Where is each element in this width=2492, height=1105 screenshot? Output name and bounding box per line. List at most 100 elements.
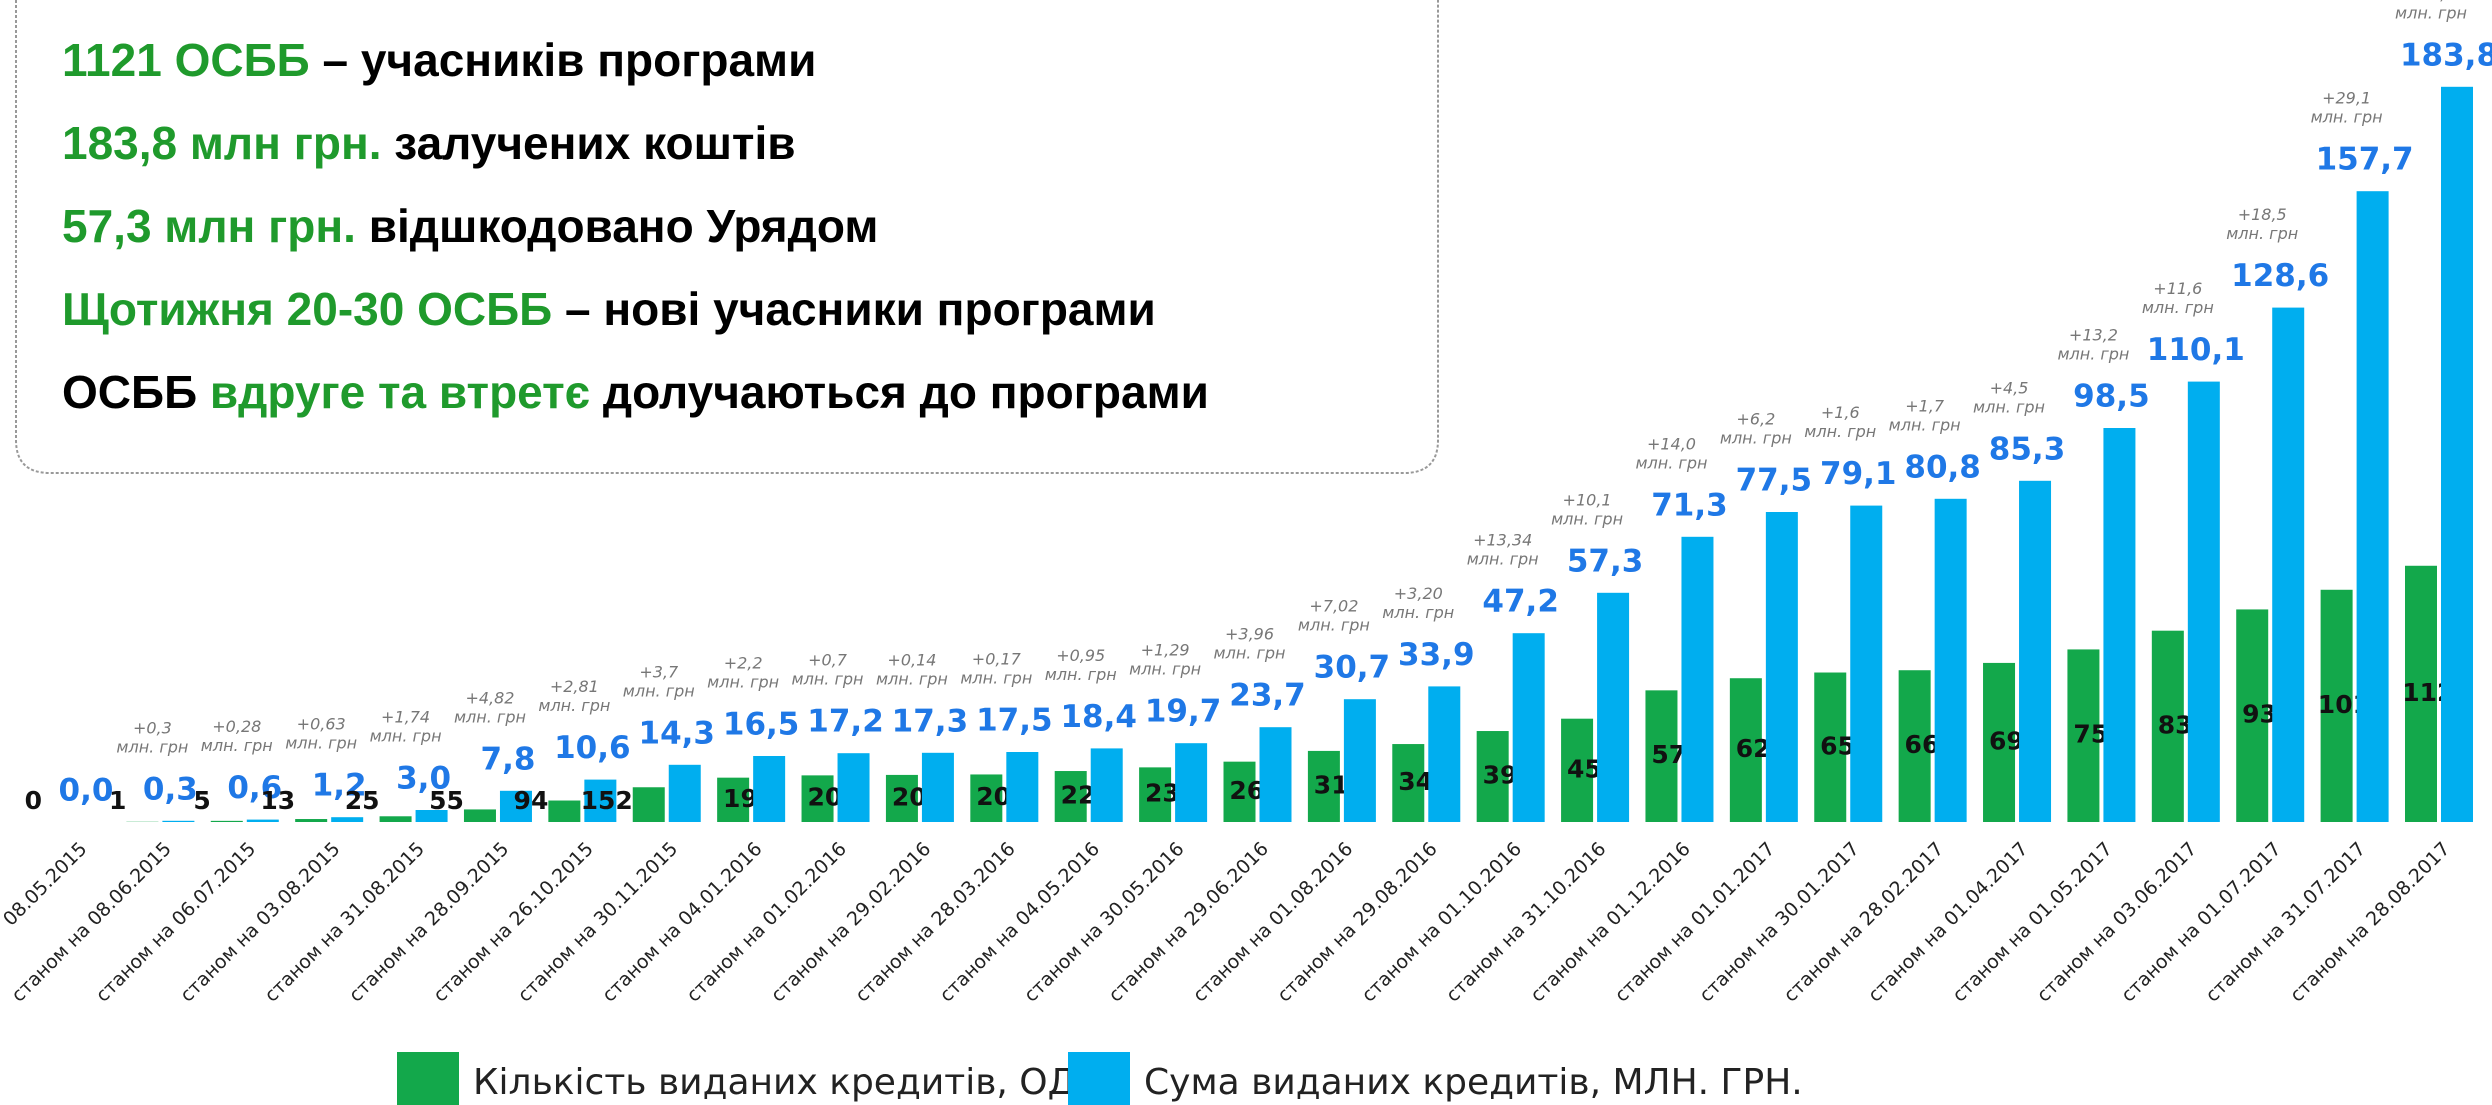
sum-label: 23,7 [1229,678,1306,714]
increment-label: +3,96 [1225,625,1274,644]
increment-unit: млн. грн [960,669,1032,688]
x-tick-label: 08.05.2015 [0,838,91,930]
x-tick-label: станом на 28.08.2017 [2286,838,2455,1007]
bar [415,810,448,822]
bar [970,774,1003,822]
increment-label: +18,5 [2238,205,2287,224]
increment-unit: млн. грн [1635,453,1707,472]
bar [1139,767,1172,822]
sum-label: 157,7 [2316,142,2414,178]
bar [295,819,328,822]
x-tick-label: станом на 29.06.2016 [1104,838,1273,1007]
sum-label: 7,8 [481,741,536,777]
bar [753,756,786,822]
x-tick-label: станом на 03.08.2015 [176,838,345,1007]
increment-label: +7,02 [1309,597,1358,616]
bar [2151,630,2184,822]
bar [921,752,954,822]
increment-unit: млн. грн [876,669,948,688]
bar [1259,727,1292,822]
x-tick-label: станом на 31.08.2015 [260,838,429,1007]
x-tick-label: станом на 01.02.2016 [682,838,851,1007]
sum-label: 17,5 [976,703,1053,739]
info-text: ОСББ [62,366,210,418]
sum-label: 98,5 [2073,379,2150,415]
bar [1898,670,1931,822]
increment-unit: млн. грн [1214,644,1286,663]
bar [1392,744,1425,822]
increment-label: +1,6 [1821,403,1860,422]
sum-label: 33,9 [1398,637,1475,673]
increment-label: +29,1 [2322,89,2371,108]
increment-unit: млн. грн [2057,345,2129,364]
bar [162,820,195,822]
x-tick-label: станом на 01.01.2017 [1611,838,1780,1007]
bar [499,790,532,822]
sum-label: 0,3 [143,771,198,807]
sum-label: 85,3 [1989,431,2066,467]
bar [584,779,617,822]
sum-label: 16,5 [723,707,800,743]
bar [1814,672,1847,822]
bar [1983,662,2016,822]
legend-label: Кількість виданих кредитів, ОД. [473,1062,1087,1103]
x-tick-label: станом на 01.12.2016 [1526,838,1695,1007]
sum-label: 17,2 [807,704,884,740]
bar [668,764,701,822]
bar [246,819,279,822]
sum-label: 79,1 [1820,456,1897,492]
count-label: 0 [25,786,42,815]
increment-unit: млн. грн [623,681,695,700]
info-line: ОСББ вдруге та втретє долучаються до про… [62,366,1209,418]
count-label: 25 [345,786,380,815]
increment-label: +1,29 [1141,641,1190,660]
x-tick-label: станом на 26.10.2015 [429,838,598,1007]
x-tick-label: станом на 31.07.2017 [2201,838,2370,1007]
bar [1476,731,1509,822]
info-text: – нові учасники програми [552,283,1156,335]
info-text: – учасників програми [310,34,817,86]
sum-label: 14,3 [639,715,716,751]
info-text: відшкодовано Урядом [356,200,878,252]
sum-label: 30,7 [1314,650,1391,686]
bar [210,820,243,822]
sum-label: 18,4 [1060,699,1137,735]
sum-label: 110,1 [2147,332,2245,368]
bar [463,809,496,822]
sum-label: 3,0 [396,761,451,797]
bar [1428,686,1461,822]
increment-label: +3,20 [1394,584,1443,603]
increment-unit: млн. грн [1467,550,1539,569]
bar [2019,480,2052,822]
bar [2320,589,2353,822]
increment-unit: млн. грн [2142,298,2214,317]
increment-label: +0,7 [808,651,848,670]
bar [2441,86,2473,823]
bar [2067,649,2100,822]
increment-label: +0,17 [972,650,1022,669]
bar [331,817,364,822]
x-tick-label: станом на 28.02.2017 [1779,838,1948,1007]
x-tick-label: станом на 03.06.2017 [2033,838,2202,1007]
count-label: 152 [581,786,633,815]
x-tick-label: станом на 01.05.2017 [1948,838,2117,1007]
increment-unit: млн. грн [1045,665,1117,684]
bar [1850,505,1883,822]
increment-label: +1,7 [1905,396,1945,415]
increment-unit: млн. грн [2226,224,2298,243]
x-tick-label: станом на 28.09.2015 [345,838,514,1007]
sum-label: 128,6 [2231,258,2329,294]
increment-unit: млн. грн [1889,415,1961,434]
sum-label: 80,8 [1904,449,1981,485]
info-line: Щотижня 20-30 ОСББ – нові учасники прогр… [62,283,1156,335]
bar [1561,718,1594,822]
legend-label: Сума виданих кредитів, МЛН. ГРН. [1144,1062,1803,1103]
info-text: залучених коштів [382,117,796,169]
x-tick-label: станом на 29.02.2016 [767,838,936,1007]
increment-unit: млн. грн [1382,603,1454,622]
bar [379,816,412,822]
sum-label: 10,6 [554,730,631,766]
increment-label: +0,95 [1056,646,1105,665]
info-box [15,0,1439,474]
